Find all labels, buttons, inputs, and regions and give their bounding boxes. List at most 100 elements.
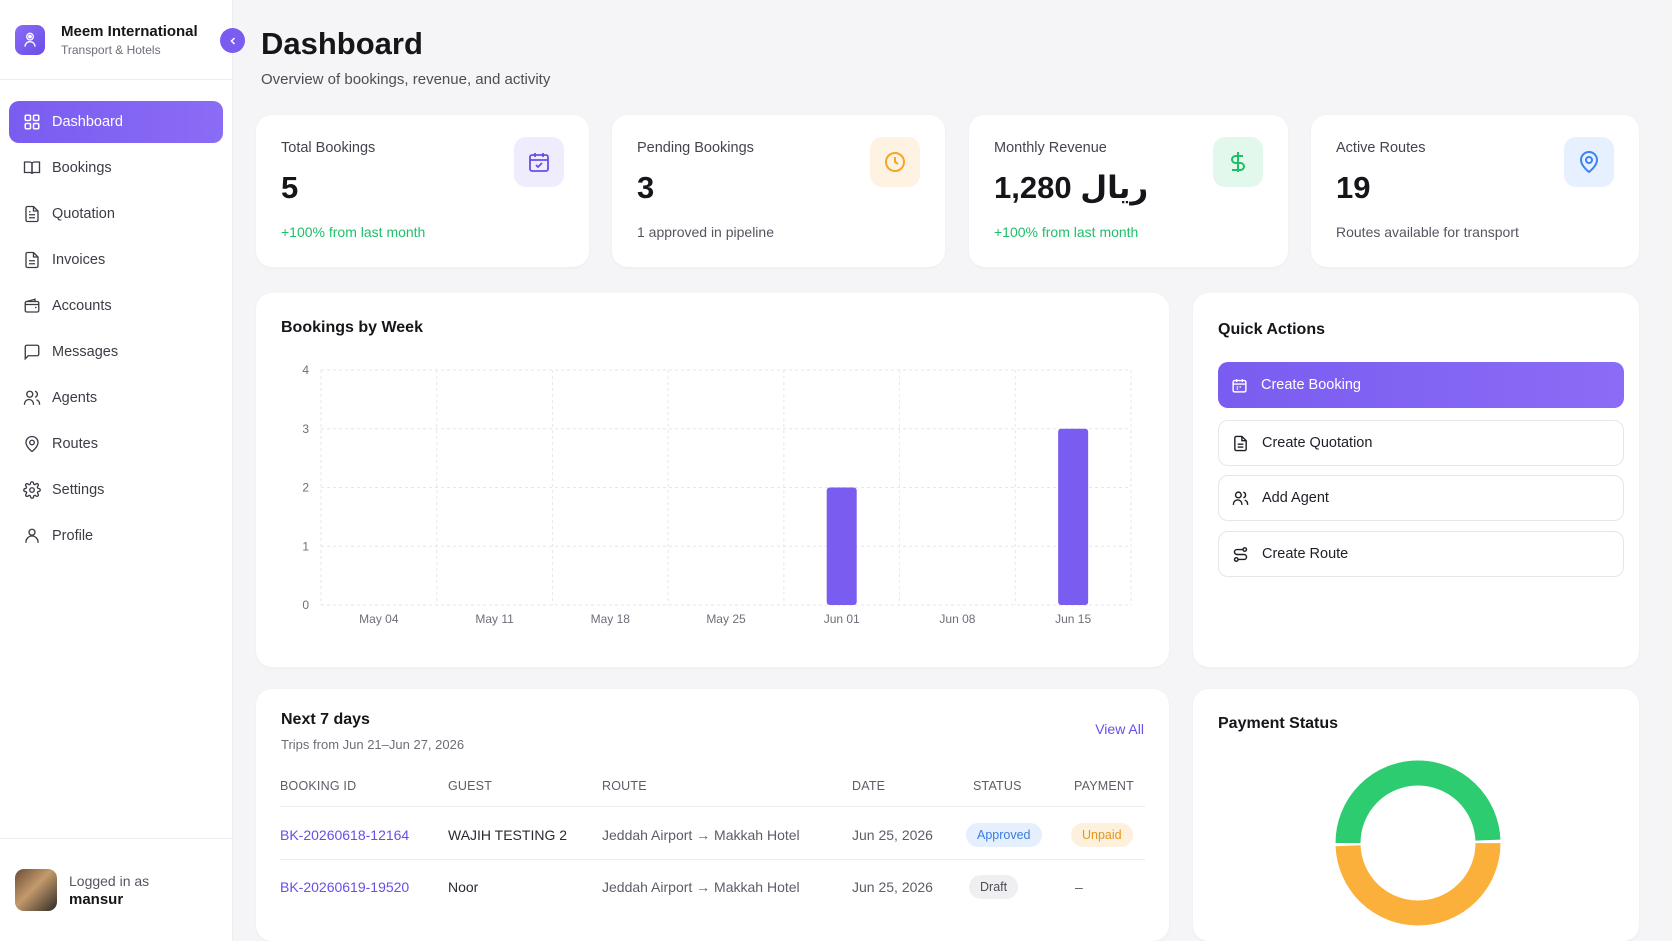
- route-icon: [1233, 546, 1248, 562]
- x-tick-label: May 11: [475, 612, 514, 626]
- stat-note: +100% from last month: [281, 224, 426, 240]
- x-tick-label: May 25: [706, 612, 746, 626]
- book-icon: [23, 161, 41, 175]
- sidebar-item-profile[interactable]: Profile: [9, 515, 223, 557]
- user-icon: [25, 528, 39, 543]
- sidebar-item-label: Accounts: [52, 298, 112, 314]
- page-title: Dashboard: [261, 26, 423, 61]
- brand-header: Meem International Transport & Hotels: [0, 0, 232, 80]
- chevron-left-icon: [229, 36, 235, 45]
- y-tick-label: 2: [302, 481, 309, 495]
- sidebar-item-quotation[interactable]: Quotation: [9, 193, 223, 235]
- sidebar-item-label: Dashboard: [52, 114, 123, 130]
- sidebar-item-label: Settings: [52, 482, 105, 498]
- divider: [280, 859, 1145, 860]
- sidebar-item-label: Agents: [52, 390, 98, 406]
- sidebar-item-dashboard[interactable]: Dashboard: [9, 101, 223, 143]
- sidebar-item-label: Bookings: [52, 160, 112, 176]
- users-icon: [1232, 490, 1249, 505]
- view-all-link[interactable]: View All: [1095, 721, 1144, 737]
- dollar-icon: [1213, 137, 1263, 187]
- sidebar-item-label: Quotation: [52, 206, 115, 222]
- chart-bar[interactable]: [1058, 428, 1089, 605]
- sidebar-item-accounts[interactable]: Accounts: [9, 285, 223, 327]
- stat-value: 3: [637, 170, 655, 205]
- stat-card-monthly-revenue: Monthly Revenue ریال 1,280 +100% from la…: [969, 115, 1288, 267]
- stat-note: +100% from last month: [994, 224, 1139, 240]
- booking-id-link[interactable]: BK-20260618-12164: [280, 827, 410, 843]
- sidebar-item-settings[interactable]: Settings: [9, 469, 223, 511]
- create-booking-button[interactable]: Create Booking: [1218, 362, 1624, 408]
- status-badge: Draft: [969, 875, 1019, 899]
- chart-bar[interactable]: [826, 487, 857, 606]
- quick-actions-card: Quick Actions Create Booking Create Quot…: [1193, 293, 1639, 667]
- guest-name: WAJIH TESTING 2: [448, 827, 568, 843]
- sidebar-item-label: Profile: [52, 528, 94, 544]
- file-text-icon: [1234, 435, 1247, 451]
- x-tick-label: Jun 15: [1055, 612, 1091, 626]
- sidebar-item-routes[interactable]: Routes: [9, 423, 223, 465]
- sidebar: Meem International Transport & Hotels Da…: [0, 0, 233, 941]
- y-tick-label: 4: [302, 365, 309, 377]
- stat-note: 1 approved in pipeline: [637, 224, 774, 240]
- create-route-button[interactable]: Create Route: [1218, 531, 1624, 577]
- chart-title: Bookings by Week: [281, 319, 423, 336]
- payment-badge: Unpaid: [1071, 823, 1133, 847]
- y-tick-label: 0: [302, 598, 309, 612]
- calendar-check-icon: [514, 137, 564, 187]
- x-tick-label: Jun 01: [824, 612, 860, 626]
- sidebar-item-messages[interactable]: Messages: [9, 331, 223, 373]
- route-text: Jeddah Airport → Makkah Hotel: [602, 827, 800, 843]
- payment-status-card: Payment Status: [1193, 689, 1639, 941]
- column-header-status: STATUS: [973, 779, 1022, 793]
- stat-card-pending-bookings: Pending Bookings 3 1 approved in pipelin…: [612, 115, 945, 267]
- file-text-icon: [25, 251, 39, 269]
- message-square-icon: [24, 344, 40, 361]
- sidebar-item-agents[interactable]: Agents: [9, 377, 223, 419]
- brand-logo: [15, 24, 45, 55]
- payment-status-title: Payment Status: [1218, 715, 1339, 732]
- add-agent-button[interactable]: Add Agent: [1218, 475, 1624, 521]
- button-label: Create Quotation: [1262, 435, 1373, 451]
- user-panel[interactable]: Logged in as mansur: [0, 838, 232, 941]
- logged-in-label: Logged in as: [69, 872, 150, 889]
- stat-value: 5: [281, 170, 299, 205]
- sidebar-nav: Dashboard Bookings Quotation Invoices Ac…: [0, 101, 232, 557]
- status-badge: Approved: [966, 823, 1042, 847]
- brand-name: Meem International: [61, 22, 198, 40]
- column-header-guest: GUEST: [448, 779, 493, 793]
- y-tick-label: 3: [302, 422, 309, 436]
- calendar-icon: [1232, 378, 1247, 393]
- button-label: Create Booking: [1261, 377, 1361, 393]
- upcoming-trips-card: Next 7 days Trips from Jun 21–Jun 27, 20…: [256, 689, 1169, 941]
- avatar: [15, 869, 57, 911]
- map-pin-icon: [25, 435, 39, 453]
- sidebar-item-invoices[interactable]: Invoices: [9, 239, 223, 281]
- sidebar-item-label: Invoices: [52, 252, 106, 268]
- booking-id-link[interactable]: BK-20260619-19520: [280, 879, 410, 895]
- file-text-icon: [25, 205, 39, 223]
- stat-card-active-routes: Active Routes 19 Routes available for tr…: [1311, 115, 1639, 267]
- column-header-date: DATE: [852, 779, 886, 793]
- stat-value: ریال 1,280: [994, 170, 1149, 205]
- stat-card-total-bookings: Total Bookings 5 +100% from last month: [256, 115, 589, 267]
- quick-actions-title: Quick Actions: [1218, 321, 1325, 338]
- gear-icon: [23, 481, 41, 499]
- donut-segment[interactable]: [1335, 760, 1501, 926]
- collapse-sidebar-button[interactable]: [220, 28, 245, 53]
- sidebar-item-bookings[interactable]: Bookings: [9, 147, 223, 189]
- guest-name: Noor: [448, 879, 479, 895]
- bookings-chart-card: Bookings by Week 0 1 2 3 4 May 04 May 11 May 18…: [256, 293, 1169, 667]
- trip-date: Jun 25, 2026: [852, 879, 933, 895]
- clock-icon: [870, 137, 920, 187]
- stat-label: Total Bookings: [281, 140, 376, 156]
- payment-status-donut: [1335, 760, 1501, 926]
- stat-label: Active Routes: [1336, 140, 1426, 156]
- donut-segment[interactable]: [1335, 760, 1501, 926]
- upcoming-subtitle: Trips from Jun 21–Jun 27, 2026: [281, 737, 465, 752]
- button-label: Create Route: [1262, 546, 1349, 562]
- users-icon: [23, 390, 41, 405]
- stat-label: Monthly Revenue: [994, 140, 1107, 156]
- create-quotation-button[interactable]: Create Quotation: [1218, 420, 1624, 466]
- bookings-bar-chart: 0 1 2 3 4 May 04 May 11 May 18 May 25 Jun 01 Jun 0…: [302, 365, 1132, 626]
